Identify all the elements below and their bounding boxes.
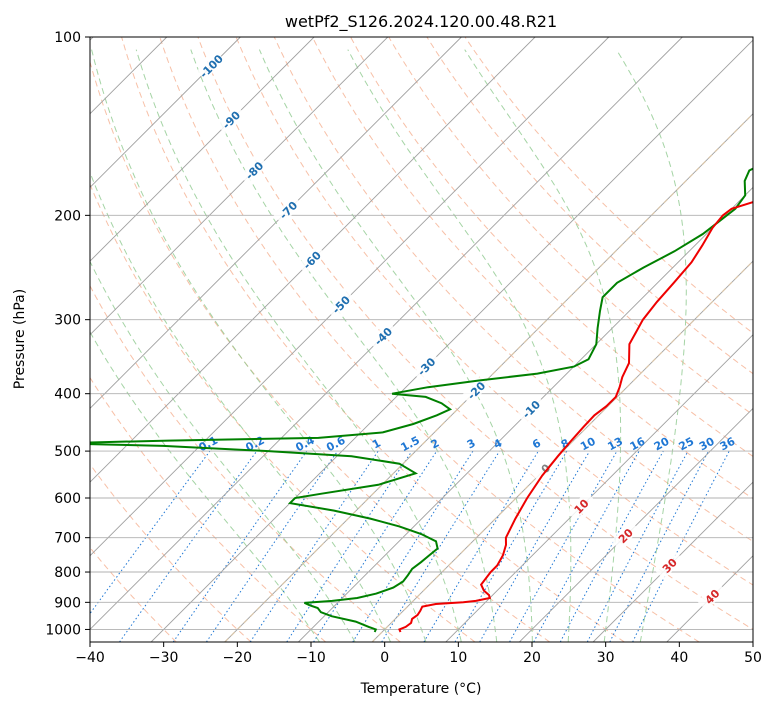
plot-frame xyxy=(89,36,754,643)
moist-adiabat xyxy=(190,49,498,642)
x-tick-label: 0 xyxy=(380,650,389,666)
isotherm-label-bg xyxy=(273,195,303,225)
mixing-ratio-line xyxy=(172,450,308,642)
isotherm-line xyxy=(90,37,241,189)
y-axis-ticks: 1000 900 800 700 600 500 400 300 200 100 xyxy=(45,30,90,638)
x-tick-label: −30 xyxy=(149,650,179,666)
isotherm-line xyxy=(90,37,610,557)
isotherm-label-bg xyxy=(530,453,560,483)
mixing-ratio-line xyxy=(533,450,640,642)
mixing-ratio-label: 30 xyxy=(697,435,717,454)
plot-area: -100-90-80-70-60-50-40-30-20-10010203040… xyxy=(90,37,753,642)
x-tick-label: 10 xyxy=(449,650,467,666)
moist-adiabat xyxy=(464,49,622,642)
mixing-ratio-line xyxy=(205,450,338,642)
y-axis-label: Pressure (hPa) xyxy=(12,289,28,389)
mixing-ratio-label: 16 xyxy=(628,435,648,454)
moist-adiabat xyxy=(90,171,391,642)
isotherm-line xyxy=(592,481,753,642)
mixing-ratio-label: 10 xyxy=(578,435,598,454)
y-tick-label: 700 xyxy=(54,531,81,547)
mixing-ratio-line xyxy=(90,450,211,615)
mixing-ratio-line xyxy=(509,450,618,642)
isotherm-label-bg xyxy=(697,581,727,611)
x-tick-label: −20 xyxy=(223,650,253,666)
x-tick-label: 30 xyxy=(597,650,615,666)
moist-adiabat xyxy=(90,260,356,642)
isotherm-label-bg xyxy=(368,321,398,351)
dry-adiabat xyxy=(121,37,625,642)
isotherm-label-bg xyxy=(566,491,596,521)
moist-adiabat xyxy=(258,49,533,642)
x-tick-label: 20 xyxy=(523,650,541,666)
isotherm-label-bg xyxy=(411,351,441,381)
isotherm-line xyxy=(445,334,753,642)
mixing-ratio-line xyxy=(249,450,379,642)
dry-adiabat xyxy=(159,37,700,642)
x-axis-label: Temperature (°C) xyxy=(360,681,482,697)
y-tick-label: 800 xyxy=(54,565,81,581)
dry-adiabat xyxy=(90,376,327,642)
dry-adiabat xyxy=(273,37,753,543)
isotherm-line xyxy=(90,37,389,336)
reference-isotherm xyxy=(371,260,753,642)
isotherm-line xyxy=(298,186,753,642)
isotherm-line xyxy=(90,37,536,483)
mixing-ratio-label: 25 xyxy=(677,435,697,454)
pressure-gridlines xyxy=(90,37,753,630)
mixing-ratio-line xyxy=(632,450,730,642)
isotherm-label-bg xyxy=(239,155,269,185)
x-tick-label: 40 xyxy=(670,650,688,666)
isotherm-label-bg xyxy=(196,51,226,81)
isotherm-label-bg xyxy=(326,289,356,319)
x-tick-label: −40 xyxy=(75,650,105,666)
y-tick-label: 300 xyxy=(54,313,81,329)
x-tick-label: 50 xyxy=(744,650,762,666)
isotherm-label-bg xyxy=(610,520,640,550)
y-tick-label: 600 xyxy=(54,491,81,507)
dewpoint-line xyxy=(90,167,753,633)
mixing-ratio-line xyxy=(559,450,664,642)
isotherm-line xyxy=(150,39,753,642)
x-tick-label: −10 xyxy=(296,650,326,666)
dry-adiabat xyxy=(90,463,252,642)
dry-adiabat xyxy=(311,37,753,500)
y-tick-label: 200 xyxy=(54,208,81,224)
y-tick-label: 500 xyxy=(54,444,81,460)
moist-adiabat xyxy=(615,49,687,642)
isotherm-label-bg xyxy=(216,105,246,135)
mixing-ratio-line xyxy=(286,450,413,642)
chart-title: wetPf2_S126.2024.120.00.48.R21 xyxy=(285,12,557,32)
mixing-ratio-label: 13 xyxy=(605,435,625,454)
dry-adiabat xyxy=(90,60,551,642)
isotherm-label-bg xyxy=(461,375,491,405)
x-axis-ticks: −40 −30 −20 −10 0 10 20 30 40 50 xyxy=(75,642,762,666)
temperature-line xyxy=(398,201,753,633)
mixing-ratio-lines xyxy=(90,450,730,642)
isotherm-label-bg xyxy=(516,394,546,424)
skewed-isotherms xyxy=(90,37,753,642)
mixing-ratio-label: 36 xyxy=(718,435,738,454)
y-tick-label: 1000 xyxy=(45,622,81,638)
moist-adiabat xyxy=(90,330,320,642)
isotherm-label-bg xyxy=(654,550,684,580)
isotherm-line xyxy=(90,37,315,262)
dry-adiabat xyxy=(235,37,753,586)
mixing-ratio-line xyxy=(119,450,258,642)
moist-adiabat xyxy=(91,49,427,642)
y-tick-label: 400 xyxy=(54,387,81,403)
isotherm-label-bg xyxy=(297,245,327,275)
y-tick-label: 100 xyxy=(54,30,81,46)
isotherm-line xyxy=(90,37,462,410)
reference-isotherm xyxy=(224,112,753,642)
moist-adiabat xyxy=(135,49,462,642)
mixing-ratio-label: 20 xyxy=(652,435,672,454)
mixing-ratio-line xyxy=(313,450,438,642)
y-tick-label: 900 xyxy=(54,595,81,611)
mixing-ratio-line xyxy=(381,450,500,642)
